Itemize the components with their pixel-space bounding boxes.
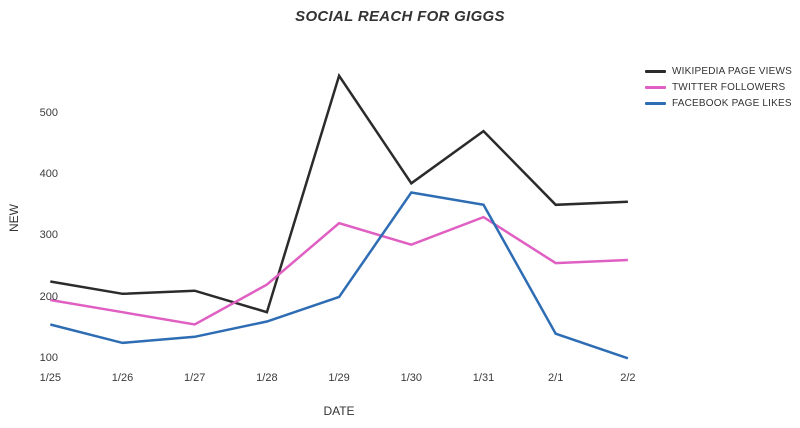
legend-label: WIKIPEDIA PAGE VIEWS bbox=[672, 65, 792, 77]
x-tick-label: 1/30 bbox=[400, 372, 422, 384]
x-tick-label: 2/1 bbox=[548, 372, 564, 384]
legend-label: FACEBOOK PAGE LIKES bbox=[672, 97, 792, 109]
x-tick-label: 1/29 bbox=[328, 372, 350, 384]
y-tick-label: 300 bbox=[39, 229, 58, 242]
legend-line-swatch bbox=[645, 69, 666, 73]
legend-line-swatch bbox=[645, 85, 666, 89]
y-tick-label: 200 bbox=[39, 290, 58, 303]
legend: WIKIPEDIA PAGE VIEWS TWITTER FOLLOWERS FAC… bbox=[645, 63, 792, 111]
y-tick-label: 400 bbox=[39, 168, 58, 181]
legend-line-swatch bbox=[645, 101, 666, 105]
series-line-facebook-page-likes bbox=[49, 191, 629, 360]
series-line-wikipedia-page-views bbox=[50, 72, 628, 314]
x-tick-label: 1/25 bbox=[39, 372, 61, 384]
legend-item-twitter-followers[interactable]: TWITTER FOLLOWERS bbox=[645, 79, 792, 95]
y-tick-label: 500 bbox=[39, 106, 58, 119]
legend-item-wikipedia-page-views[interactable]: WIKIPEDIA PAGE VIEWS bbox=[645, 63, 792, 79]
x-tick-label: 1/27 bbox=[183, 372, 206, 384]
x-axis-title: DATE bbox=[323, 404, 355, 418]
x-tick-label: 2/2 bbox=[620, 372, 636, 384]
legend-label: TWITTER FOLLOWERS bbox=[672, 81, 786, 93]
x-tick-label: 1/31 bbox=[472, 372, 495, 384]
x-tick-label: 1/28 bbox=[256, 372, 278, 384]
legend-item-facebook-page-likes[interactable]: FACEBOOK PAGE LIKES bbox=[645, 95, 792, 111]
chart-title: SOCIAL REACH FOR GIGGS bbox=[295, 8, 505, 25]
y-tick-label: 100 bbox=[39, 352, 58, 365]
x-tick-label: 1/26 bbox=[111, 372, 134, 384]
series-line-twitter-followers bbox=[50, 215, 628, 326]
